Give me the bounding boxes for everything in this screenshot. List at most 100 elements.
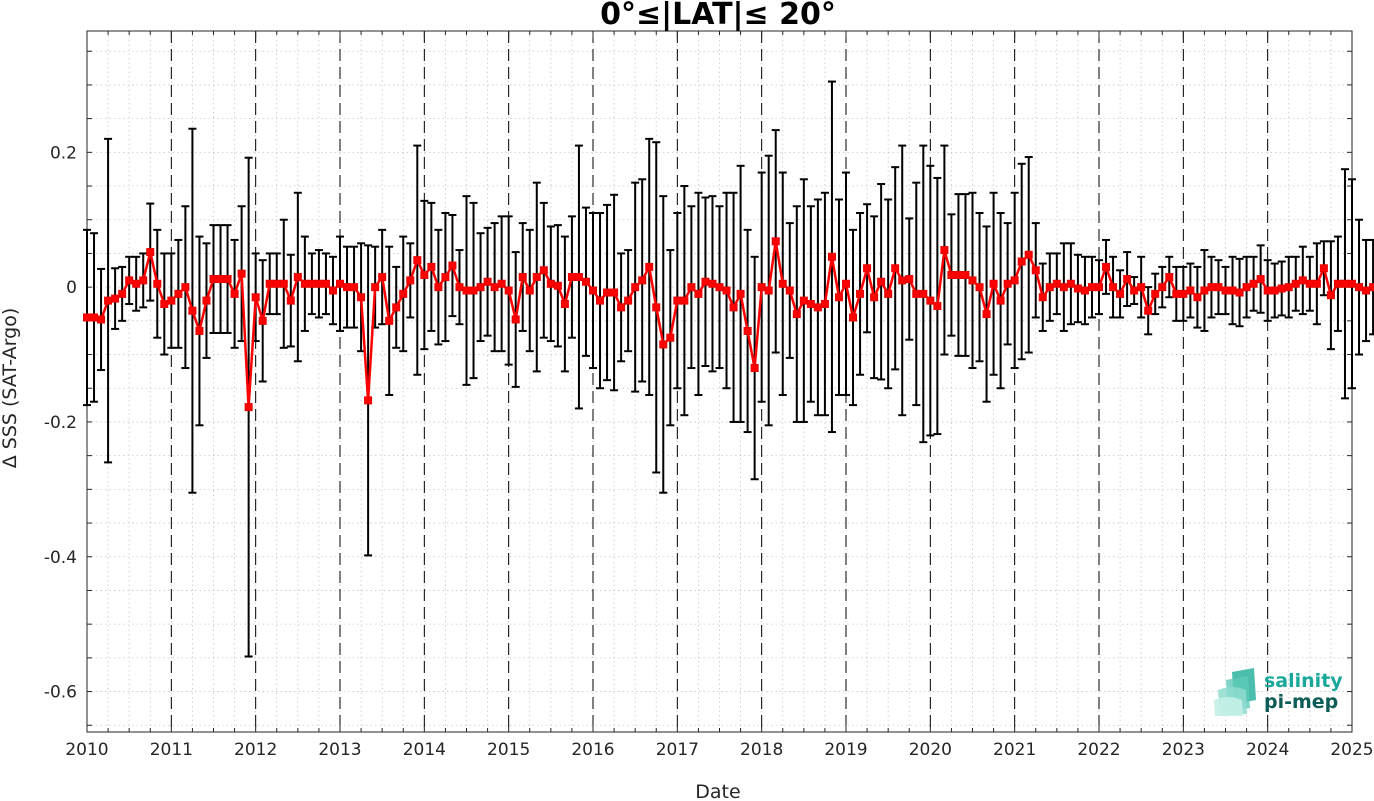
data-point bbox=[195, 326, 204, 335]
data-point bbox=[820, 299, 829, 308]
data-point bbox=[378, 273, 387, 282]
x-tick-label: 2017 bbox=[656, 740, 699, 760]
data-point bbox=[624, 296, 633, 305]
data-point bbox=[680, 296, 689, 305]
data-point bbox=[849, 313, 858, 322]
data-point bbox=[1038, 293, 1047, 302]
data-point bbox=[581, 277, 590, 286]
data-point bbox=[842, 279, 850, 288]
x-tick-label: 2021 bbox=[993, 740, 1036, 760]
data-point bbox=[209, 275, 218, 284]
data-point bbox=[118, 289, 127, 298]
data-point bbox=[265, 279, 274, 288]
data-point bbox=[1277, 284, 1286, 293]
data-point bbox=[1193, 293, 1202, 302]
data-point bbox=[448, 261, 457, 270]
data-point bbox=[574, 273, 583, 282]
data-point bbox=[757, 283, 766, 292]
data-point bbox=[771, 237, 780, 246]
data-point bbox=[905, 275, 914, 284]
data-point bbox=[553, 281, 562, 290]
data-point bbox=[926, 296, 935, 305]
axis-ticks bbox=[86, 31, 1353, 732]
data-point bbox=[708, 279, 717, 288]
data-point bbox=[350, 283, 359, 292]
x-tick-label: 2016 bbox=[571, 740, 614, 760]
data-point bbox=[1116, 289, 1125, 298]
data-point bbox=[1333, 279, 1342, 288]
data-point bbox=[1158, 283, 1167, 292]
data-point bbox=[174, 289, 183, 298]
data-point bbox=[1284, 283, 1293, 292]
data-point bbox=[673, 296, 682, 305]
data-point bbox=[469, 286, 478, 295]
data-point bbox=[314, 279, 323, 288]
data-point bbox=[589, 286, 597, 295]
data-point bbox=[1263, 286, 1272, 295]
data-point bbox=[1172, 289, 1181, 298]
data-point bbox=[1207, 283, 1216, 292]
data-point bbox=[834, 293, 843, 302]
data-point bbox=[476, 283, 485, 292]
data-point bbox=[321, 279, 330, 288]
data-point bbox=[525, 286, 534, 295]
data-point bbox=[567, 273, 576, 282]
data-point bbox=[1291, 279, 1300, 288]
x-tick-label: 2014 bbox=[403, 740, 446, 760]
data-point bbox=[251, 293, 260, 302]
data-point bbox=[371, 283, 380, 292]
data-point bbox=[223, 275, 232, 284]
data-point bbox=[1242, 283, 1251, 292]
data-point bbox=[1031, 266, 1040, 275]
data-point bbox=[237, 269, 246, 278]
data-point bbox=[694, 289, 703, 298]
data-point bbox=[1221, 286, 1230, 295]
x-tick-label: 2010 bbox=[65, 740, 108, 760]
salinity-pi-mep-logo: salinity pi-mep bbox=[1214, 668, 1343, 716]
y-axis-label: Δ SSS (SAT-Argo) bbox=[0, 308, 21, 468]
data-point bbox=[1052, 279, 1061, 288]
data-point bbox=[940, 246, 949, 255]
data-point bbox=[975, 283, 984, 292]
data-point bbox=[1270, 286, 1279, 295]
data-point bbox=[645, 262, 654, 271]
data-point bbox=[483, 277, 492, 286]
data-point bbox=[1362, 286, 1371, 295]
data-point bbox=[1066, 279, 1075, 288]
data-point bbox=[638, 276, 647, 285]
data-point bbox=[560, 299, 569, 308]
data-point bbox=[336, 279, 344, 288]
x-tick-label: 2019 bbox=[824, 740, 867, 760]
data-point bbox=[83, 313, 91, 322]
data-point bbox=[1017, 257, 1026, 266]
data-point bbox=[1165, 273, 1174, 282]
data-point bbox=[736, 289, 745, 298]
data-point bbox=[778, 279, 787, 288]
y-tick-labels: 0.2 0 -0.2 -0.4 -0.6 bbox=[44, 143, 77, 702]
data-point bbox=[230, 289, 239, 298]
chart-title: 0°≤|LAT|≤ 20° bbox=[600, 0, 836, 32]
data-point bbox=[764, 286, 773, 295]
data-point bbox=[722, 286, 731, 295]
data-point bbox=[427, 262, 436, 271]
data-point bbox=[1256, 275, 1265, 284]
data-point bbox=[188, 306, 197, 315]
data-point bbox=[181, 283, 190, 292]
y-tick-label: -0.6 bbox=[44, 683, 77, 703]
data-point bbox=[1130, 286, 1139, 295]
data-point bbox=[153, 279, 162, 288]
x-tick-label: 2012 bbox=[234, 740, 277, 760]
data-point bbox=[1123, 275, 1132, 284]
data-point bbox=[1326, 291, 1335, 300]
data-point bbox=[933, 302, 942, 311]
data-point bbox=[912, 289, 921, 298]
data-point bbox=[715, 283, 724, 292]
data-point bbox=[511, 315, 520, 324]
data-point bbox=[1010, 276, 1019, 285]
data-point bbox=[497, 279, 506, 288]
data-point bbox=[490, 283, 499, 292]
data-point bbox=[139, 276, 148, 285]
data-point bbox=[385, 316, 394, 325]
data-point bbox=[392, 303, 401, 312]
